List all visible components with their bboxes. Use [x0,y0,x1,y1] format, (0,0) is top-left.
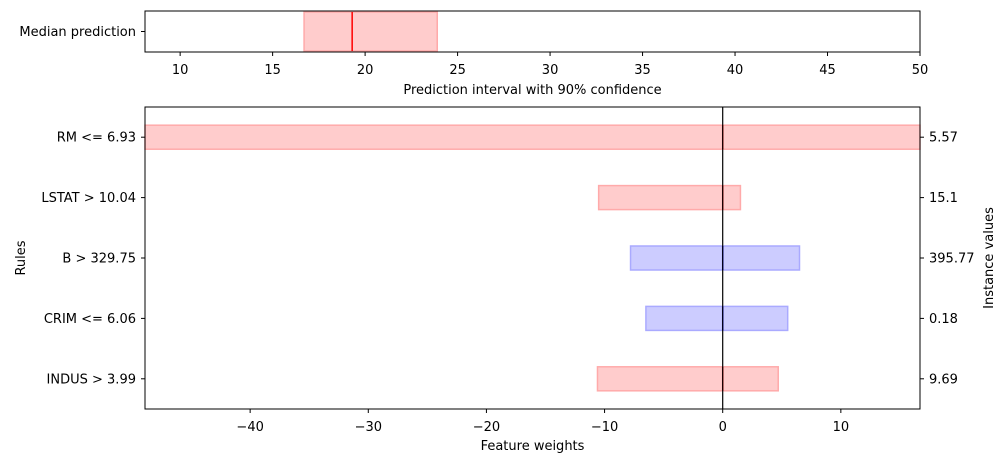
xtick-label: −10 [591,420,618,435]
rule-label: LSTAT > 10.04 [41,191,136,206]
xtick-label: 35 [634,63,651,78]
instance-value-label: 9.69 [929,372,958,387]
xtick-label: −40 [236,420,263,435]
weights-axes-frame [144,106,921,410]
xtick-label: 20 [357,63,374,78]
xtick-label: 50 [912,63,929,78]
xtick-label: 0 [719,420,727,435]
xtick-label: 25 [449,63,466,78]
rule-label: INDUS > 3.99 [47,372,136,387]
rule-label: B > 329.75 [62,252,136,267]
rules-ylabel: Rules [14,240,29,275]
instance-value-label: 0.18 [929,312,958,327]
xtick-label: 10 [833,420,850,435]
rule-label: RM <= 6.93 [57,131,136,146]
weight-interval-bar [144,124,921,150]
instance-value-label: 5.57 [929,131,958,146]
prediction-interval-bar [303,11,438,52]
xtick-label: −30 [355,420,382,435]
instance-value-label: 395.77 [929,252,975,267]
prediction-xlabel: Prediction interval with 90% confidence [403,83,661,98]
weight-interval-bar [629,245,801,271]
weight-interval-bar [597,184,742,211]
prediction-interval-panel: Median prediction 10 15 20 25 30 35 40 45 50 Pre… [19,10,929,98]
feature-weights-panel: RM <= 6.93 LSTAT > 10.04 B > 329.75 CRIM <=… [14,106,997,454]
xtick-label: 30 [542,63,559,78]
xtick-label: −20 [473,420,500,435]
instance-values-ylabel: Instance values [982,207,997,309]
prediction-axes-frame [144,10,921,53]
xtick-label: 10 [172,63,189,78]
xtick-label: 45 [819,63,836,78]
xtick-label: 15 [264,63,281,78]
rule-label: CRIM <= 6.06 [44,312,136,327]
weight-interval-bar [645,305,789,332]
weight-interval-bar [596,366,779,392]
instance-value-label: 15.1 [929,191,958,206]
xtick-label: 40 [727,63,744,78]
ytick-label: Median prediction [19,25,136,40]
weights-xlabel: Feature weights [481,439,585,454]
